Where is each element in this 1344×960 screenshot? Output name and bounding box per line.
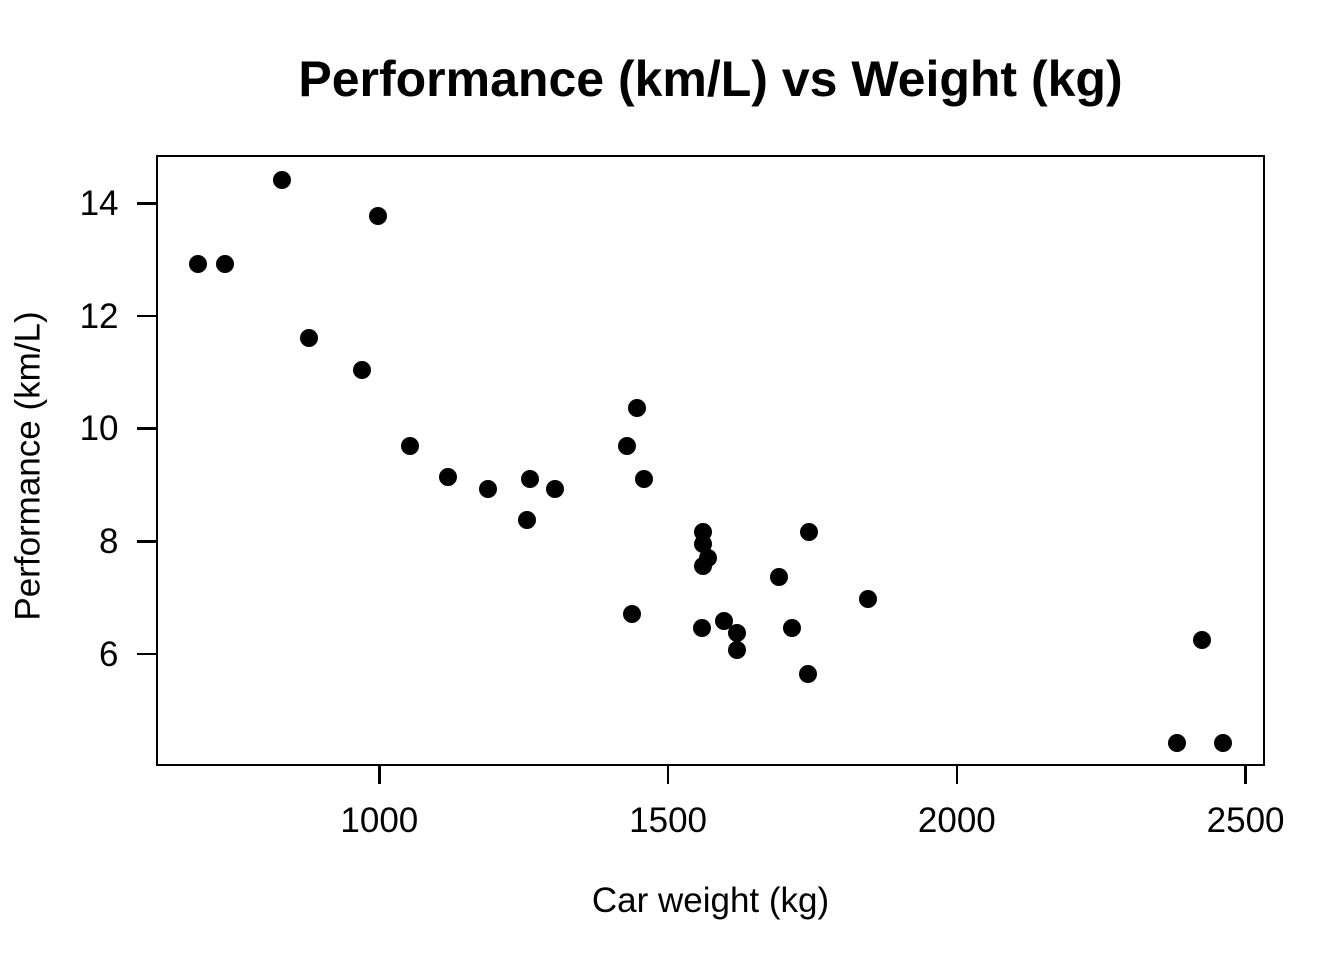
x-tick-mark: [1244, 765, 1247, 784]
data-point: [727, 640, 746, 659]
data-point: [727, 623, 746, 642]
x-tick-label: 2500: [1206, 800, 1285, 840]
data-point: [628, 398, 647, 417]
y-tick-mark: [137, 314, 156, 318]
data-point: [369, 207, 388, 226]
x-tick-label: 1000: [340, 800, 419, 840]
data-point: [858, 590, 877, 609]
chart-title: Performance (km/L) vs Weight (kg): [298, 51, 1123, 107]
y-tick-mark: [137, 427, 156, 430]
plot-area: [155, 154, 1265, 766]
data-point: [692, 619, 711, 638]
data-point: [769, 568, 788, 587]
data-point: [273, 171, 292, 190]
data-point: [783, 619, 802, 638]
x-tick-mark: [378, 765, 381, 784]
y-tick-label: 12: [79, 296, 119, 336]
x-tick-mark: [955, 765, 959, 784]
x-tick-label: 1500: [629, 800, 708, 840]
data-point: [353, 360, 372, 379]
data-point: [798, 664, 817, 683]
data-point: [299, 329, 318, 347]
x-tick-mark: [666, 765, 670, 784]
y-tick-label: 8: [99, 521, 119, 561]
y-tick-mark: [137, 540, 156, 543]
data-point: [693, 523, 712, 542]
y-axis-label: Performance (km/L): [8, 311, 48, 621]
data-point: [635, 470, 653, 489]
data-point: [189, 255, 208, 274]
y-tick-mark: [137, 652, 156, 656]
y-tick-label: 10: [79, 409, 119, 449]
y-tick-label: 6: [99, 634, 119, 674]
data-point: [1213, 734, 1232, 753]
data-point: [479, 480, 498, 499]
data-point: [438, 468, 457, 487]
x-axis-label: Car weight (kg): [591, 881, 830, 920]
x-tick-label: 2000: [917, 800, 996, 840]
data-point: [714, 611, 733, 630]
data-point: [521, 470, 540, 489]
data-point: [215, 255, 234, 274]
data-point: [400, 437, 419, 456]
data-point: [617, 437, 636, 456]
data-point: [800, 523, 819, 542]
data-point: [1192, 631, 1211, 650]
y-tick-mark: [137, 202, 156, 205]
data-point: [1168, 734, 1187, 753]
data-point: [518, 511, 537, 529]
data-point: [699, 549, 718, 568]
data-point: [623, 604, 642, 623]
y-tick-label: 14: [79, 183, 119, 223]
data-point: [545, 480, 564, 499]
